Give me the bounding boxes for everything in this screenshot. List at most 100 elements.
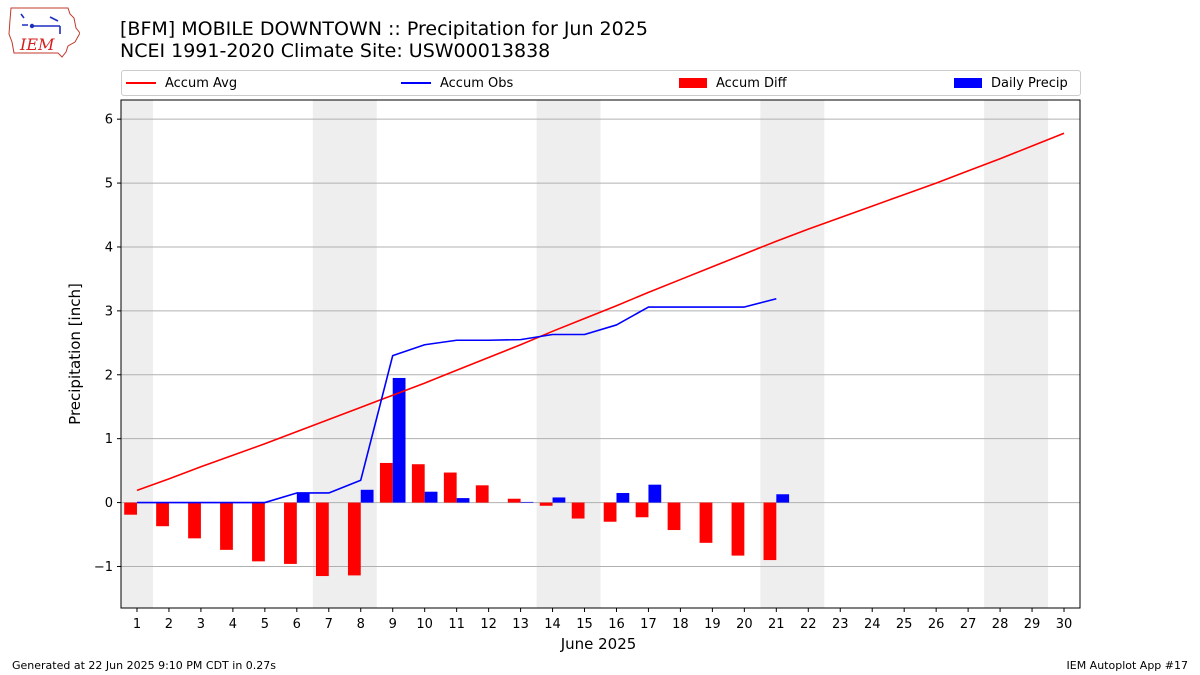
legend-item-accum-avg: Accum Avg — [126, 71, 237, 95]
accum-diff-bar — [411, 464, 425, 503]
daily-precip-bar — [520, 501, 534, 503]
x-tick-label: 22 — [800, 617, 817, 632]
legend-swatch-daily-precip — [954, 78, 982, 88]
accum-diff-bar — [475, 485, 489, 503]
logo-weather-symbols — [20, 13, 61, 34]
x-tick-label: 14 — [544, 617, 561, 632]
legend-swatch-accum-diff — [679, 78, 707, 88]
x-tick-label: 1 — [133, 617, 141, 632]
legend-label-accum-avg: Accum Avg — [165, 75, 238, 91]
chart-legend: Accum Avg Accum Obs Accum Diff Daily Pre… — [121, 70, 1081, 96]
x-tick-label: 11 — [448, 617, 465, 632]
x-tick-label: 21 — [768, 617, 785, 632]
x-tick-label: 20 — [736, 617, 753, 632]
legend-label-accum-diff: Accum Diff — [716, 75, 787, 91]
x-tick-label: 16 — [608, 617, 625, 632]
accum-diff-bar — [731, 502, 745, 556]
logo-station-dot — [29, 23, 35, 29]
iem-logo: IEM — [8, 7, 80, 58]
footer-app-text: IEM Autoplot App #17 — [1066, 659, 1189, 672]
weekend-shade-5 — [984, 100, 1049, 608]
x-tick-label: 13 — [512, 617, 529, 632]
x-tick-label: 8 — [357, 617, 365, 632]
x-tick-label: 2 — [165, 617, 173, 632]
accum-diff-bar — [539, 502, 553, 506]
y-tick-label: 1 — [105, 432, 113, 447]
x-tick-label: 15 — [576, 617, 593, 632]
legend-item-accum-diff: Accum Diff — [679, 71, 787, 95]
x-tick-label: 24 — [864, 617, 881, 632]
accum-diff-bar — [763, 502, 777, 561]
y-tick-label: 5 — [105, 177, 113, 192]
y-tick-label: 4 — [105, 240, 113, 255]
y-tick-label: 6 — [105, 113, 113, 128]
footer-generated-text: Generated at 22 Jun 2025 9:10 PM CDT in … — [12, 659, 277, 672]
accum-diff-bar — [220, 502, 233, 550]
chart-title: [BFM] MOBILE DOWNTOWN :: Precipitation f… — [120, 18, 648, 40]
legend-item-accum-obs: Accum Obs — [401, 71, 513, 95]
daily-precip-bar — [648, 484, 662, 503]
legend-label-accum-obs: Accum Obs — [440, 75, 514, 91]
x-tick-label: 26 — [928, 617, 945, 632]
daily-precip-bar — [776, 494, 790, 503]
accum-diff-bar — [379, 462, 393, 503]
legend-item-daily-precip: Daily Precip — [954, 71, 1068, 95]
accum-diff-bar — [507, 498, 521, 503]
accum-diff-bar — [667, 502, 681, 531]
x-tick-label: 9 — [389, 617, 397, 632]
daily-precip-bar — [616, 492, 630, 503]
daily-precip-bar — [456, 498, 470, 503]
accum-diff-bar — [347, 502, 361, 576]
accum-diff-bar — [635, 502, 649, 518]
logo-state-outline — [8, 7, 80, 58]
weekend-shade-3 — [536, 100, 601, 608]
y-tick-label: 2 — [105, 368, 113, 383]
chart-subtitle: NCEI 1991-2020 Climate Site: USW00013838 — [120, 40, 551, 62]
x-tick-label: 6 — [293, 617, 301, 632]
plot-frame — [120, 99, 1081, 609]
x-tick-label: 10 — [416, 617, 433, 632]
accum-diff-bar — [284, 502, 297, 564]
accum-diff-bar — [252, 502, 265, 562]
accum-diff-bar — [315, 502, 329, 577]
x-axis-label: June 2025 — [560, 635, 637, 653]
accum-diff-bar — [156, 502, 169, 527]
daily-precip-bar — [296, 492, 310, 503]
x-tick-label: 4 — [229, 617, 237, 632]
x-tick-label: 7 — [325, 617, 333, 632]
accum-diff-bar — [571, 502, 585, 519]
x-tick-label: 27 — [960, 617, 977, 632]
x-tick-label: 29 — [1024, 617, 1041, 632]
x-tick-label: 5 — [261, 617, 269, 632]
accum-diff-bar — [188, 502, 201, 539]
x-tick-label: 25 — [896, 617, 913, 632]
daily-precip-bar — [424, 491, 438, 503]
x-tick-label: 19 — [704, 617, 721, 632]
accum-diff-bar — [699, 502, 713, 543]
logo-text: IEM — [19, 35, 55, 54]
weekend-shade-1 — [121, 100, 153, 608]
x-tick-label: 23 — [832, 617, 849, 632]
x-tick-label: 28 — [992, 617, 1009, 632]
accum-diff-bar — [124, 502, 137, 515]
x-tick-label: 30 — [1056, 617, 1073, 632]
daily-precip-bar — [360, 489, 374, 503]
y-tick-label: −1 — [94, 560, 113, 575]
y-tick-label: 0 — [105, 496, 113, 511]
legend-swatch-accum-obs — [401, 82, 431, 84]
y-tick-label: 3 — [105, 304, 113, 319]
daily-precip-bar — [552, 497, 566, 503]
accum-diff-bar — [603, 502, 617, 522]
y-axis-label: Precipitation [inch] — [66, 283, 84, 425]
x-tick-label: 3 — [197, 617, 205, 632]
legend-swatch-accum-avg — [126, 82, 156, 84]
x-tick-label: 18 — [672, 617, 689, 632]
x-tick-label: 12 — [480, 617, 497, 632]
legend-label-daily-precip: Daily Precip — [991, 75, 1068, 91]
accum-avg-line — [136, 132, 1065, 492]
x-tick-label: 17 — [640, 617, 657, 632]
accum-obs-line — [136, 297, 777, 504]
accum-diff-bar — [443, 472, 457, 503]
daily-precip-bar — [392, 377, 406, 503]
